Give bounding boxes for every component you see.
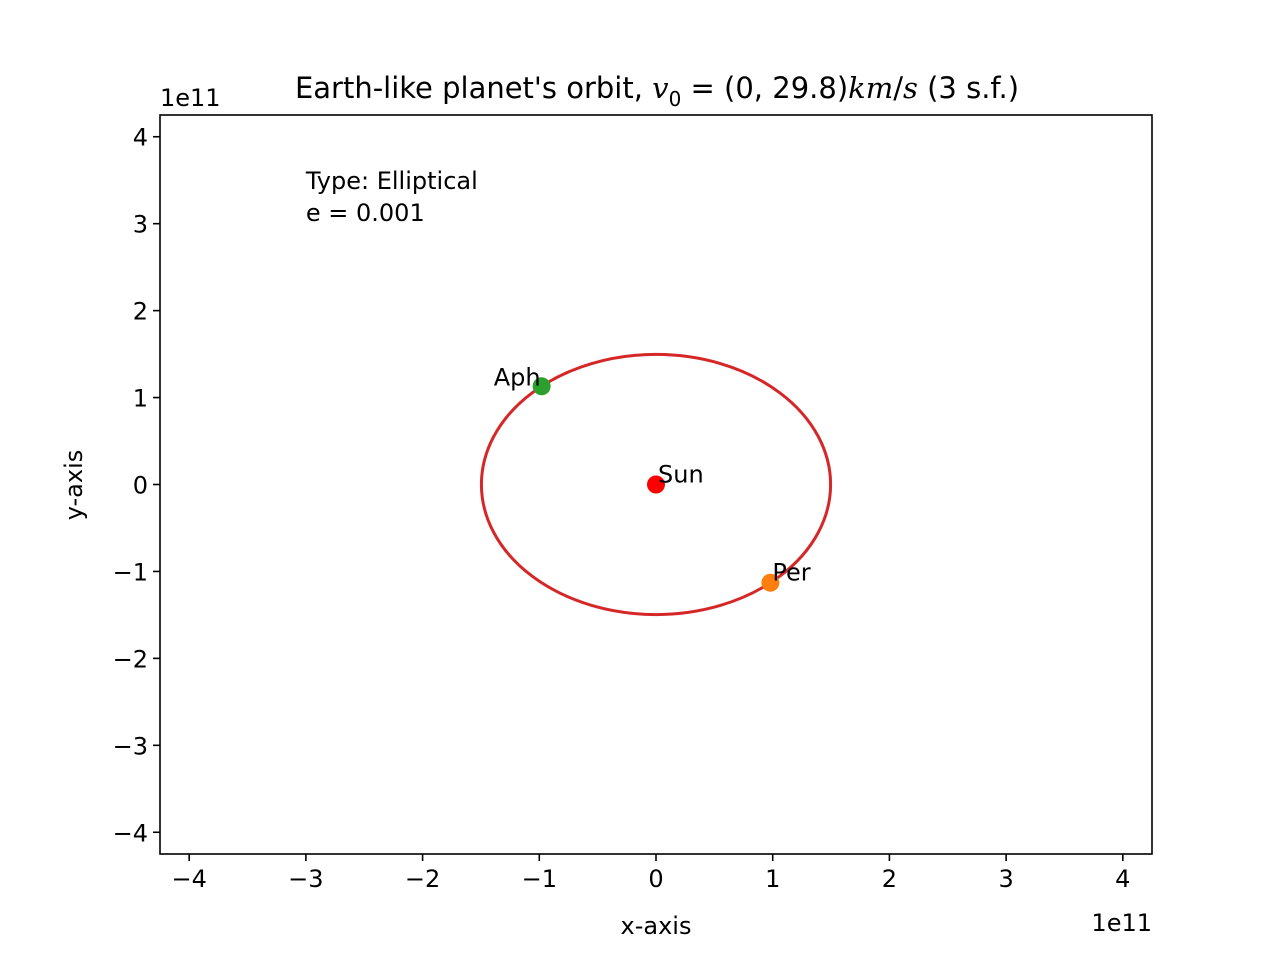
- x-tick-label: 1: [765, 865, 780, 893]
- eccentricity-annotation: e = 0.001: [306, 199, 425, 227]
- title-unit-m: m: [866, 71, 894, 105]
- orbit-points: Sun Aph Per: [494, 363, 811, 592]
- y-axis-label: y-axis: [60, 450, 88, 521]
- x-tick-label: 4: [1115, 865, 1130, 893]
- x-axis-label: x-axis: [621, 912, 692, 940]
- title-prefix: Earth-like planet's orbit,: [295, 71, 652, 105]
- y-tick-label: −3: [113, 732, 148, 760]
- title-unit-s: s: [903, 71, 918, 105]
- point-label-per: Per: [772, 559, 810, 587]
- point-sun: [647, 475, 665, 494]
- y-ticks: −4 −3 −2 −1 0 1 2 3 4: [113, 124, 160, 847]
- x-tick-label: −4: [171, 865, 206, 893]
- y-tick-label: 4: [133, 124, 148, 152]
- y-tick-label: 2: [133, 298, 148, 326]
- point-aph: [532, 377, 551, 396]
- title-v-subscript: 0: [669, 87, 682, 111]
- y-tick-label: −1: [113, 558, 148, 586]
- point-label-sun: Sun: [658, 461, 704, 489]
- title-vector: (0, 29.8): [724, 71, 848, 105]
- y-tick-label: 1: [133, 385, 148, 413]
- title-suffix: (3 s.f.): [918, 71, 1019, 105]
- point-per: [761, 573, 780, 592]
- title-equals: =: [681, 71, 724, 105]
- plot-frame: [159, 114, 1153, 855]
- orbit-type-annotation: Type: Elliptical: [305, 167, 478, 195]
- x-tick-label: −2: [405, 865, 440, 893]
- y-tick-label: 0: [133, 472, 148, 500]
- x-tick-label: 0: [648, 865, 663, 893]
- y-tick-label: −4: [113, 819, 148, 847]
- title-v: v: [652, 71, 669, 105]
- y-offset-label: 1e11: [160, 84, 221, 112]
- chart-title: Earth-like planet's orbit, v0 = (0, 29.8…: [295, 71, 1019, 111]
- x-tick-label: 2: [882, 865, 897, 893]
- x-offset-label: 1e11: [1091, 909, 1152, 937]
- x-tick-label: −3: [288, 865, 323, 893]
- x-tick-label: −1: [522, 865, 557, 893]
- point-label-aph: Aph: [494, 363, 541, 391]
- orbit-ellipse: [479, 352, 833, 617]
- y-tick-label: 3: [133, 211, 148, 239]
- x-tick-label: 3: [998, 865, 1013, 893]
- title-unit-k: k: [848, 71, 866, 105]
- y-tick-label: −2: [113, 645, 148, 673]
- title-unit-slash: /: [893, 71, 903, 105]
- x-ticks: −4 −3 −2 −1 0 1 2 3 4: [171, 854, 1130, 893]
